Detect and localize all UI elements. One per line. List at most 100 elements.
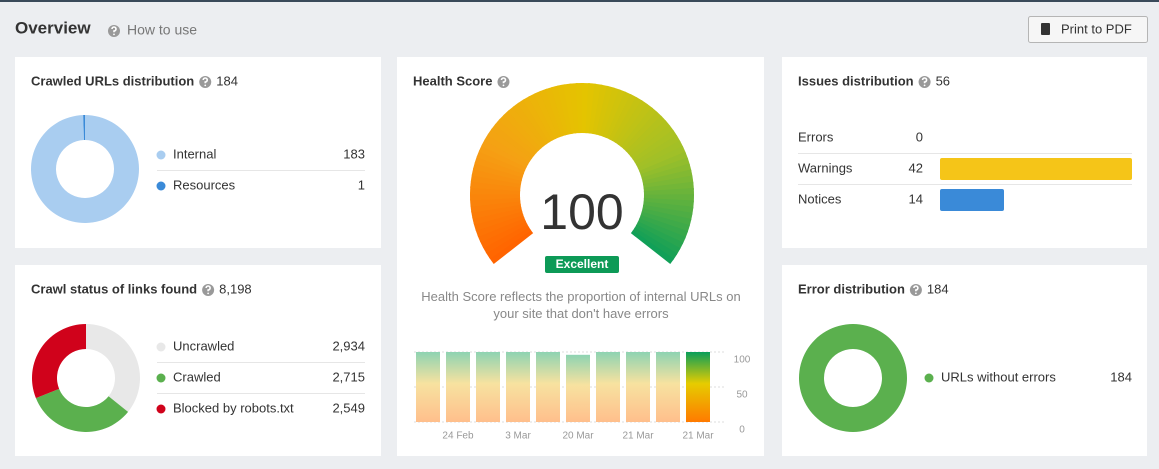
legend-dot [156,373,166,383]
help-link[interactable]: How to use [127,22,197,38]
gauge-slice [476,149,526,175]
gauge-slice [625,115,667,155]
legend-dot [924,373,934,383]
gauge-slice [503,110,542,152]
legend-label: Internal [173,146,216,161]
gauge-slice [475,213,525,237]
gauge-slice [528,93,557,141]
card-total: 184 [927,281,949,296]
donut-segment [35,388,129,433]
card-title: Crawl status of links found [31,281,197,296]
page-title: Overview [15,18,91,37]
gauge-slice [639,214,689,239]
history-bar [506,352,530,422]
button-frame [1028,16,1148,43]
donut-segment [798,324,907,432]
gauge-slice [614,100,649,145]
gauge-slice [479,220,528,249]
issue-bar [940,189,1004,211]
legend-value: 2,934 [332,338,365,353]
legend-dot [156,342,166,352]
gauge-slice [643,175,694,189]
card-title: Health Score [413,73,492,88]
donut-segment [83,115,85,141]
gauge-slice [539,88,563,138]
legend-label: URLs without errors [941,369,1056,384]
help-dot [923,84,926,87]
help-dot [207,292,210,295]
gauge-slice [628,120,671,157]
legend-value: 1 [358,177,365,192]
history-bar [476,352,500,422]
gauge-slice [602,89,627,139]
top-strip [0,0,1159,2]
gauge-slice [545,86,566,137]
legend-value: 183 [343,146,365,161]
gauge-slice [472,207,523,226]
legend-value: 2,715 [332,369,365,384]
gauge-slice [617,103,654,148]
help-glyph [202,77,208,84]
gauge-slice [639,151,689,176]
help-glyph [921,77,928,84]
gauge-slice [636,140,684,169]
x-tick-label: 20 Mar [562,431,594,442]
gauge-slice [620,107,658,150]
x-tick-label: 24 Feb [442,431,474,442]
legend-value: 2,549 [332,400,365,415]
gauge-slice [643,187,694,197]
issue-label: Notices [798,191,842,206]
pdf-icon [1041,23,1050,35]
history-bar [416,352,440,422]
gauge-slice [623,111,663,152]
gauge-slice [471,203,522,220]
gauge-slice [517,99,551,145]
gauge-slice [473,210,524,232]
score-value: 100 [540,184,623,240]
issue-bar [940,158,1132,180]
legend-dot [156,150,166,160]
gauge-slice [533,90,560,140]
x-tick-label: 21 Mar [682,431,714,442]
x-tick-label: 3 Mar [505,431,531,442]
card-title: Error distribution [798,281,905,296]
history-bar [626,352,650,422]
button-label: Print to PDF [1061,21,1132,36]
gauge-slice [512,102,548,147]
help-glyph [111,26,117,33]
card-total: 56 [936,73,950,88]
gauge-slice [642,169,693,186]
gauge-slice [482,223,530,254]
card [782,57,1147,248]
donut-segment [30,115,139,224]
legend-label: Resources [173,177,236,192]
gauge-slice [484,133,531,165]
legend-label: Blocked by robots.txt [173,400,294,415]
help-dot [204,84,207,87]
gauge-slice [498,114,540,154]
help-dot [502,84,505,87]
gauge-slice [630,230,674,264]
help-glyph [205,285,211,292]
issue-value: 14 [909,191,923,206]
legend-label: Crawled [173,369,221,384]
description-box: Health Score reflects the proportion of … [421,289,741,321]
health-description: Health Score reflects the proportion of … [421,289,741,321]
legend-label: Uncrawled [173,338,234,353]
gauge-slice [636,221,684,250]
card-total: 184 [216,73,238,88]
history-bar [446,352,470,422]
gauge-slice [487,128,533,162]
gauge-arc [470,83,694,264]
gauge-slice [494,118,537,157]
gauge-slice [608,93,638,142]
gauge-slice [481,138,529,168]
gauge-slice [632,129,678,163]
print-button[interactable]: Print to PDF [1028,16,1148,43]
history-bar [656,352,680,422]
issue-value: 42 [909,160,923,175]
gauge-slice [634,224,681,256]
gauge-slice [485,226,532,259]
gauge-slice [605,91,633,140]
